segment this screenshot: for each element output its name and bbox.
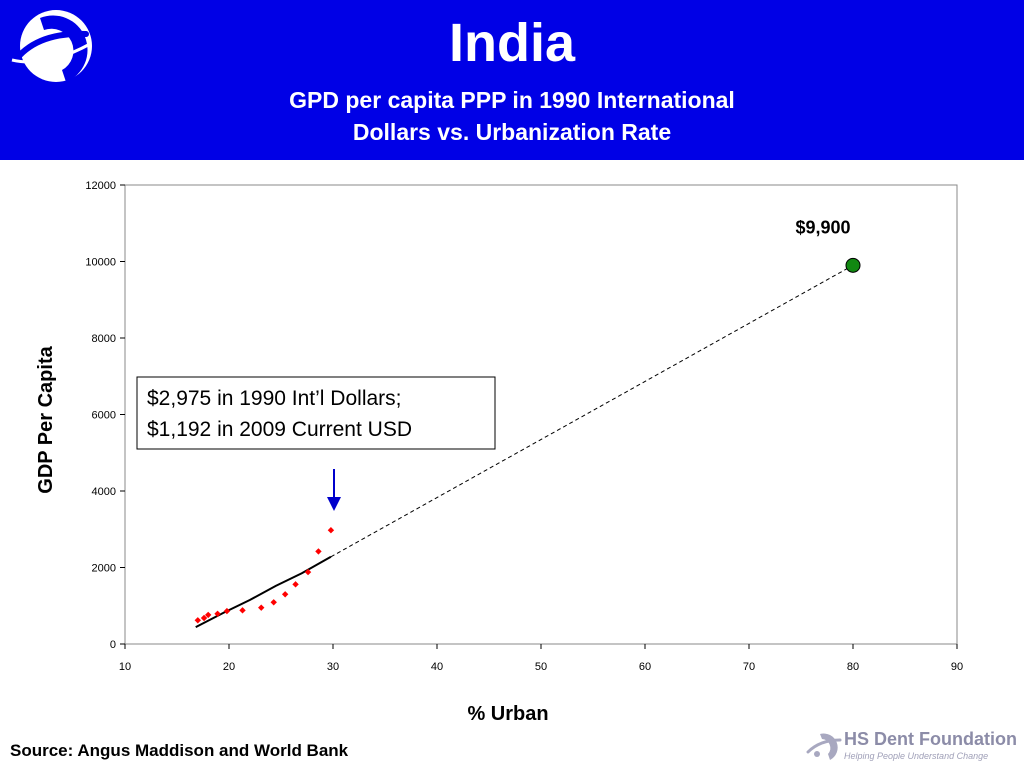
annotation-line-1: $2,975 in 1990 Int’l Dollars; xyxy=(147,387,402,410)
data-point xyxy=(194,617,201,624)
source-note: Source: Angus Maddison and World Bank xyxy=(10,741,349,760)
brand-icon xyxy=(806,733,842,760)
page-subtitle: GPD per capita PPP in 1990 International… xyxy=(289,87,735,145)
x-axis-label: % Urban xyxy=(467,703,548,725)
data-point xyxy=(214,610,221,617)
y-tick-label: 6000 xyxy=(92,410,116,422)
x-tick-label: 30 xyxy=(327,661,339,673)
y-axis-label: GDP Per Capita xyxy=(35,345,57,493)
y-tick-label: 4000 xyxy=(92,486,116,498)
data-point xyxy=(200,614,208,622)
brand-tagline: Helping People Understand Change xyxy=(844,751,989,761)
data-series xyxy=(194,527,335,624)
x-axis: 10 20 30 40 50 60 70 80 90 xyxy=(119,644,963,673)
y-axis: 0 2000 4000 6000 8000 10000 12000 xyxy=(85,180,125,651)
annotation-box: $2,975 in 1990 Int’l Dollars; $1,192 in … xyxy=(136,376,496,450)
data-point xyxy=(258,604,265,611)
arrow-icon xyxy=(327,469,341,511)
data-point xyxy=(327,527,335,534)
data-point xyxy=(315,548,322,555)
x-tick-label: 10 xyxy=(119,661,131,673)
x-tick-label: 60 xyxy=(639,661,651,673)
x-tick-label: 80 xyxy=(847,661,859,673)
title-banner: India GPD per capita PPP in 1990 Interna… xyxy=(0,0,1024,160)
scatter-chart: 0 2000 4000 6000 8000 10000 12000 10 20 30 40 50 60… xyxy=(35,180,963,725)
y-tick-label: 2000 xyxy=(92,563,116,575)
data-point xyxy=(239,607,246,614)
projection-label: $9,900 xyxy=(795,217,850,237)
data-point xyxy=(223,607,231,615)
data-point xyxy=(205,611,212,619)
projection-point xyxy=(845,257,861,273)
x-tick-label: 90 xyxy=(951,661,963,673)
x-tick-label: 70 xyxy=(743,661,755,673)
data-point xyxy=(281,591,289,598)
y-tick-label: 8000 xyxy=(92,333,116,345)
data-point xyxy=(270,599,277,606)
data-point xyxy=(292,581,299,588)
y-tick-label: 12000 xyxy=(85,180,116,192)
x-tick-label: 40 xyxy=(431,661,443,673)
brand-name: HS Dent Foundation xyxy=(844,729,1017,749)
x-tick-label: 20 xyxy=(223,661,235,673)
y-tick-label: 10000 xyxy=(85,257,116,269)
annotation-line-2: $1,192 in 2009 Current USD xyxy=(147,418,412,441)
projection-line xyxy=(330,264,854,558)
y-tick-label: 0 xyxy=(110,639,116,651)
page-title: India xyxy=(448,13,575,73)
x-tick-label: 50 xyxy=(535,661,547,673)
data-point xyxy=(304,568,312,576)
logo-icon xyxy=(11,10,92,83)
brand-logo: HS Dent Foundation Helping People Unders… xyxy=(806,728,1018,764)
